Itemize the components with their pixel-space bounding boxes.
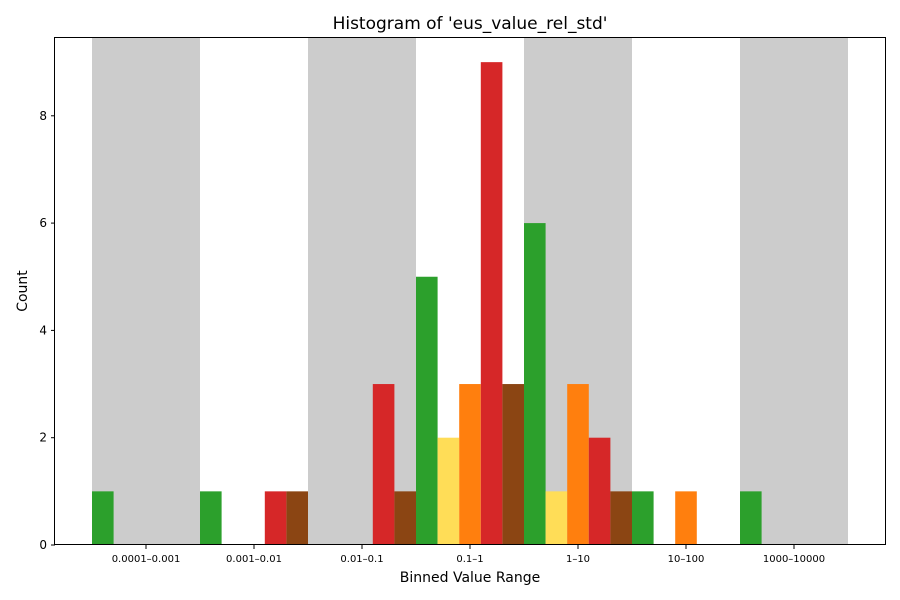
x-tick-label: 0.0001–0.001 xyxy=(112,554,181,565)
bar xyxy=(394,491,416,545)
bar-layer xyxy=(92,62,762,546)
x-tick-label: 1–10 xyxy=(566,554,590,565)
bar xyxy=(372,384,395,545)
bar xyxy=(286,491,308,545)
bar xyxy=(437,437,460,545)
bar xyxy=(588,437,611,545)
y-tick-label: 0 xyxy=(39,538,47,552)
chart-title: Histogram of 'eus_value_rel_std' xyxy=(333,14,608,34)
y-axis-ticks: 0 2 4 6 8 xyxy=(39,109,55,552)
x-axis-ticks: 0.0001–0.001 0.001–0.01 0.01–0.1 0.1–1 1–10 1… xyxy=(112,545,825,565)
bar xyxy=(480,62,503,546)
bar xyxy=(92,491,114,545)
shade-band xyxy=(308,38,416,545)
bar xyxy=(610,491,632,545)
x-tick-label: 0.01–0.1 xyxy=(340,554,383,565)
bar xyxy=(632,491,654,545)
x-tick-label: 0.001–0.01 xyxy=(226,554,282,565)
x-axis-label: Binned Value Range xyxy=(400,570,540,586)
plot-frame xyxy=(54,37,886,545)
bar xyxy=(740,491,762,545)
bar xyxy=(502,384,524,545)
x-tick-label: 1000–10000 xyxy=(763,554,825,565)
y-tick-label: 2 xyxy=(39,431,47,445)
y-tick-label: 6 xyxy=(39,216,47,230)
shade-band xyxy=(92,38,200,545)
shade-band-layer xyxy=(92,38,848,545)
shade-band xyxy=(740,38,848,545)
bar xyxy=(524,223,546,545)
y-tick-label: 4 xyxy=(39,323,47,337)
bar xyxy=(459,384,481,545)
bar xyxy=(200,491,222,545)
bar xyxy=(264,491,287,545)
x-tick-label: 10–100 xyxy=(668,554,705,565)
bar xyxy=(675,491,697,545)
y-axis-label: Count xyxy=(15,270,31,312)
y-tick-label: 8 xyxy=(39,109,47,123)
x-tick-label: 0.1–1 xyxy=(456,554,483,565)
bar xyxy=(545,491,568,545)
bar xyxy=(416,276,438,545)
bar xyxy=(567,384,589,545)
